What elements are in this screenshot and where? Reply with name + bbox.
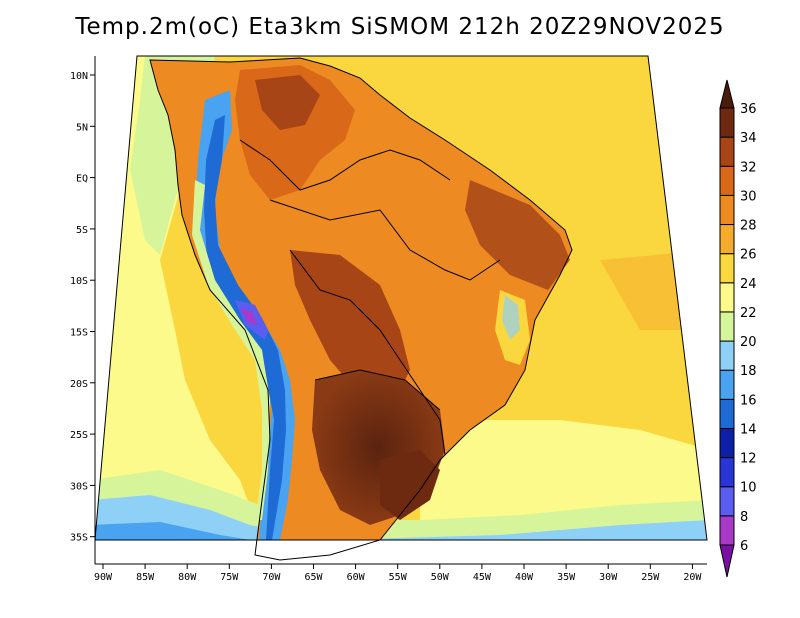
colorbar-bottom-arrow bbox=[719, 544, 735, 578]
colorbar-level-label: 10 bbox=[740, 481, 757, 496]
colorbar-level-label: 8 bbox=[740, 510, 748, 525]
colorbar-level-label: 28 bbox=[740, 219, 757, 234]
uruguay-core-zone bbox=[380, 450, 440, 520]
colorbar-swatch bbox=[719, 398, 735, 429]
longitude-tick-label: 65W bbox=[304, 572, 323, 583]
latitude-tick-label: 10S bbox=[70, 276, 88, 287]
colorbar-level-label: 24 bbox=[740, 277, 757, 292]
latitude-tick-label: 25S bbox=[70, 430, 88, 441]
longitude-tick-label: 35W bbox=[557, 572, 576, 583]
latitude-tick-label: 20S bbox=[70, 379, 88, 390]
colorbar-swatch bbox=[719, 340, 735, 371]
colorbar-level-label: 20 bbox=[740, 335, 757, 350]
colorbar-swatch bbox=[719, 515, 735, 546]
colorbar-swatch bbox=[719, 165, 735, 196]
altiplano-coldest-patch bbox=[240, 308, 258, 325]
longitude-tick-label: 30W bbox=[599, 572, 618, 583]
colorbar-swatch bbox=[719, 253, 735, 284]
latitude-tick-label: 5S bbox=[76, 225, 88, 236]
colorbar-level-label: 12 bbox=[740, 452, 757, 467]
colorbar-level-label: 26 bbox=[740, 248, 757, 263]
colorbar-swatch bbox=[719, 311, 735, 342]
colorbar-level-label: 30 bbox=[740, 189, 757, 204]
longitude-tick-label: 25W bbox=[641, 572, 660, 583]
axes: 10N 5N EQ 5S 10S 15S 20S 25S 30S 35S 90W 85W 80W 75W… bbox=[70, 56, 707, 583]
longitude-tick-label: 50W bbox=[431, 572, 450, 583]
latitude-tick-label: 10N bbox=[70, 71, 88, 82]
latitude-tick-label: EQ bbox=[76, 174, 88, 185]
latitude-ticks: 10N 5N EQ 5S 10S 15S 20S 25S 30S 35S bbox=[70, 71, 95, 544]
coastlines bbox=[149, 57, 573, 561]
colorbar-swatch bbox=[719, 369, 735, 400]
colorbar-level-label: 32 bbox=[740, 160, 757, 175]
colorbar-top-arrow bbox=[719, 79, 735, 109]
longitude-tick-label: 90W bbox=[94, 572, 113, 583]
colorbar-level-label: 16 bbox=[740, 393, 757, 408]
colorbar-level-label: 22 bbox=[740, 306, 757, 321]
latitude-tick-label: 35S bbox=[70, 533, 88, 544]
map-domain bbox=[95, 56, 707, 540]
central-hot-zone bbox=[290, 250, 410, 400]
coastal-cool-strip bbox=[192, 180, 270, 520]
colorbar-swatch bbox=[719, 427, 735, 459]
colorbar-swatch bbox=[719, 107, 735, 138]
longitude-ticks: 90W 85W 80W 75W 70W 65W 60W 55W 50W 45W 40W 35W 30W 2… bbox=[94, 564, 702, 583]
colorbar-swatch bbox=[719, 457, 735, 488]
longitude-tick-label: 40W bbox=[515, 572, 534, 583]
colorbar-swatch bbox=[719, 194, 735, 226]
colorbar-swatch bbox=[719, 282, 735, 313]
colorbar-level-label: 14 bbox=[740, 422, 757, 437]
colorbar-level-label: 18 bbox=[740, 364, 757, 379]
border-line-amazon bbox=[239, 139, 451, 191]
colorbar-swatch bbox=[719, 136, 735, 167]
longitude-tick-label: 75W bbox=[220, 572, 239, 583]
north-very-hot-zone bbox=[255, 75, 320, 130]
longitude-tick-label: 85W bbox=[136, 572, 155, 583]
longitude-tick-label: 60W bbox=[347, 572, 366, 583]
latitude-tick-label: 5N bbox=[76, 122, 88, 133]
latitude-tick-label: 30S bbox=[70, 481, 88, 492]
colorbar-level-label: 36 bbox=[740, 102, 757, 117]
colorbar: 6 8 10 12 14 16 18 20 22 24 26 28 30 32 34 36 bbox=[719, 79, 757, 578]
east-highland-cool-zone bbox=[502, 295, 520, 340]
longitude-tick-label: 20W bbox=[683, 572, 702, 583]
border-line-central bbox=[289, 249, 446, 456]
longitude-tick-label: 55W bbox=[389, 572, 408, 583]
colorbar-swatch bbox=[719, 486, 735, 517]
longitude-tick-label: 70W bbox=[262, 572, 281, 583]
map-frame bbox=[94, 55, 708, 541]
continent-outline bbox=[149, 57, 573, 561]
border-line-south bbox=[314, 369, 441, 411]
map-title: Temp.2m(oC) Eta3km SiSMOM 212h 20Z29NOV2… bbox=[75, 14, 725, 40]
border-line-north bbox=[269, 199, 501, 281]
longitude-tick-label: 45W bbox=[473, 572, 492, 583]
colorbar-level-label: 34 bbox=[740, 131, 757, 146]
latitude-tick-label: 15S bbox=[70, 328, 88, 339]
colorbar-swatch bbox=[719, 224, 735, 255]
colorbar-level-label: 6 bbox=[740, 539, 748, 554]
longitude-tick-label: 80W bbox=[178, 572, 197, 583]
northeast-hot-zone bbox=[465, 180, 570, 290]
